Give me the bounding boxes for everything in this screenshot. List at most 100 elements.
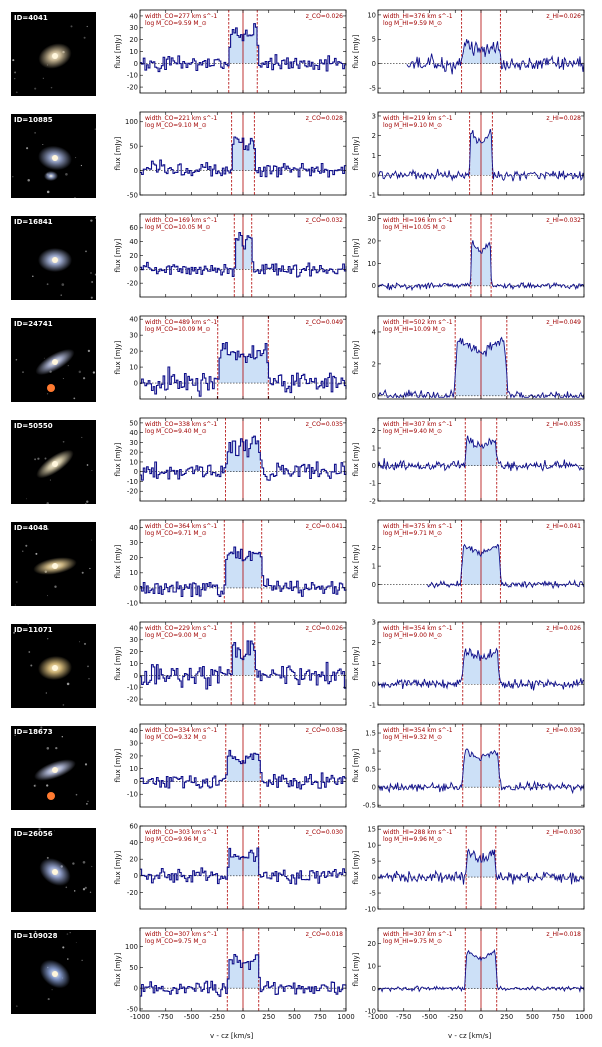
background-star (61, 283, 65, 286)
background-star (83, 36, 86, 39)
spectrum-panel-6: 0 10 20 30 40 flux [mJy] width_CO=489 km s^-1l… (114, 316, 347, 400)
background-star (67, 958, 69, 960)
width-annotation: width_CO=364 km s^-1 (145, 523, 217, 530)
y-tick-label: 40 (129, 839, 138, 847)
background-star (83, 642, 87, 645)
background-star (22, 371, 24, 373)
redshift-annotation: z_HI=0.035 (546, 421, 581, 428)
mass-annotation: log M_CO=9.32 M_⊙ (145, 734, 207, 741)
redshift-annotation: z_HI=0.028 (546, 115, 581, 122)
background-star (14, 71, 17, 74)
y-tick-label: 2 (372, 360, 376, 368)
y-tick-label: 0 (372, 681, 376, 689)
y-tick-label: 2 (372, 639, 376, 647)
spectrum-panel-5: 0 10 20 30 flux [mJy] width_HI=196 km s^-1log… (352, 213, 585, 298)
background-star (48, 221, 51, 225)
y-tick-label: 10 (367, 842, 376, 850)
x-tick-label: 250 (500, 1013, 513, 1021)
background-star (44, 457, 47, 460)
mass-annotation: log M_CO=9.96 M_⊙ (145, 836, 207, 843)
y-tick-label: -10 (127, 684, 138, 692)
y-axis-title: flux [mJy] (352, 238, 360, 272)
background-star (47, 998, 50, 1001)
y-tick-label: 1 (372, 152, 376, 160)
galaxy-core (52, 767, 58, 773)
galaxy-image-9 (16, 930, 83, 1007)
redshift-annotation: z_HI=0.032 (546, 217, 581, 224)
y-tick-label: 0.5 (365, 766, 376, 774)
y-tick-label: -0.5 (363, 802, 376, 810)
spectrum-line (140, 136, 347, 178)
y-tick-label: 0 (134, 985, 138, 993)
redshift-annotation: z_CO=0.038 (306, 727, 343, 734)
mass-annotation: log M_CO=9.00 M_⊙ (145, 632, 207, 639)
galaxy-image-0 (12, 25, 88, 94)
background-star (74, 197, 76, 198)
y-tick-label: 1 (372, 444, 376, 452)
y-tick-label: 10 (129, 363, 138, 371)
galaxy-core (52, 869, 58, 875)
x-tick-label: -500 (422, 1013, 437, 1021)
background-star (87, 349, 91, 353)
background-star (89, 567, 91, 570)
background-star (84, 886, 87, 889)
mass-annotation: log M_HI=10.09 M_⊙ (383, 326, 446, 333)
y-tick-label: -50 (127, 191, 138, 199)
y-tick-label: 20 (129, 554, 138, 562)
line-emission-fill (235, 232, 252, 270)
spectrum-line (140, 23, 347, 73)
y-tick-label: 0 (372, 282, 376, 290)
galaxy-thumbnail-0: ID=4041 (11, 12, 96, 96)
spectrum-line (140, 847, 347, 885)
y-tick-label: -50 (127, 1005, 138, 1013)
y-tick-label: -20 (127, 280, 138, 288)
y-tick-label: 40 (129, 624, 138, 632)
x-tick-label: -500 (184, 1013, 199, 1021)
width-annotation: width_CO=277 km s^-1 (145, 13, 217, 20)
galaxy-core (52, 461, 58, 467)
background-star (81, 571, 84, 574)
background-star (69, 931, 71, 934)
background-star (46, 190, 50, 194)
line-emission-fill (227, 750, 261, 782)
background-star (82, 888, 86, 891)
y-tick-label: -5 (369, 85, 376, 93)
y-tick-label: 0 (372, 60, 376, 68)
y-tick-label: -10 (365, 905, 376, 913)
galaxy-id-label-2: ID=16841 (14, 218, 53, 226)
width-annotation: width_CO=169 km s^-1 (145, 217, 217, 224)
redshift-annotation: z_CO=0.030 (306, 829, 343, 836)
redshift-annotation: z_CO=0.028 (306, 115, 343, 122)
y-tick-label: 1.5 (365, 729, 376, 737)
spectrum-line (377, 647, 585, 691)
galaxy-thumbnail-3: ID=24741 (11, 318, 96, 402)
background-star (70, 25, 73, 28)
background-star (49, 479, 51, 481)
y-tick-label: 40 (129, 316, 138, 324)
y-tick-label: 10 (129, 569, 138, 577)
y-tick-label: 10 (129, 660, 138, 668)
y-tick-label: 10 (129, 48, 138, 56)
background-star (46, 283, 49, 286)
galaxy-core (52, 971, 58, 977)
background-star (89, 891, 92, 893)
background-star (55, 746, 58, 750)
redshift-annotation: z_CO=0.041 (306, 523, 343, 530)
y-tick-label: 1 (372, 747, 376, 755)
line-emission-fill (225, 547, 262, 588)
y-tick-label: 10 (367, 963, 376, 971)
background-star (75, 157, 77, 159)
background-star (34, 132, 36, 134)
y-tick-label: -20 (127, 695, 138, 703)
background-star (40, 726, 43, 729)
galaxy-id-label-3: ID=24741 (14, 320, 53, 328)
x-tick-label: 1000 (337, 1013, 354, 1021)
width-annotation: width_CO=303 km s^-1 (145, 829, 217, 836)
y-tick-label: 1 (372, 563, 376, 571)
x-tick-label: 1000 (575, 1013, 592, 1021)
background-star (91, 865, 93, 868)
y-tick-label: -1 (369, 191, 376, 199)
background-star (65, 886, 68, 889)
background-star (14, 734, 16, 736)
